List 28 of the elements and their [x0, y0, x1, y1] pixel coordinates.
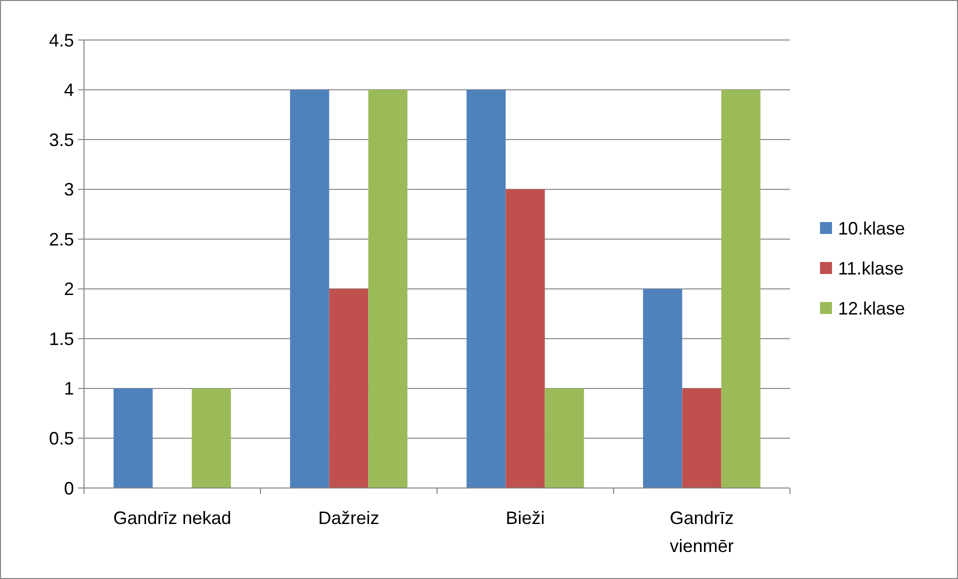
y-tick-label: 3: [64, 180, 74, 200]
legend-label: 11.klase: [838, 258, 904, 278]
bar: [643, 288, 682, 488]
bar: [329, 288, 368, 488]
bar: [192, 388, 231, 488]
bar: [466, 90, 506, 488]
legend-label: 12.klase: [838, 298, 906, 318]
y-tick-label: 3.5: [48, 130, 74, 150]
x-tick-label: Gandrīz nekad: [113, 508, 232, 528]
x-tick-label: Gandrīz vienmēr: [670, 508, 734, 556]
bar: [290, 90, 330, 488]
bar: [721, 90, 760, 488]
bar: [506, 189, 545, 488]
bar: [682, 388, 722, 488]
y-tick-label: 2.5: [48, 229, 74, 250]
bar: [368, 90, 408, 488]
y-tick-label: 0: [64, 478, 74, 498]
x-tick-label: Bieži: [506, 508, 545, 528]
y-tick-label: 2: [64, 279, 74, 300]
bar: [114, 388, 153, 488]
y-tick-label: 4: [64, 80, 74, 100]
bar: [544, 388, 584, 488]
legend-label: 10.klase: [838, 218, 906, 238]
y-tick-label: 4.5: [48, 30, 74, 50]
x-tick-label: Dažreiz: [318, 508, 380, 528]
y-tick-label: 1.5: [48, 328, 74, 349]
y-tick-label: 1: [64, 378, 74, 399]
y-tick-label: 0.5: [48, 428, 74, 449]
